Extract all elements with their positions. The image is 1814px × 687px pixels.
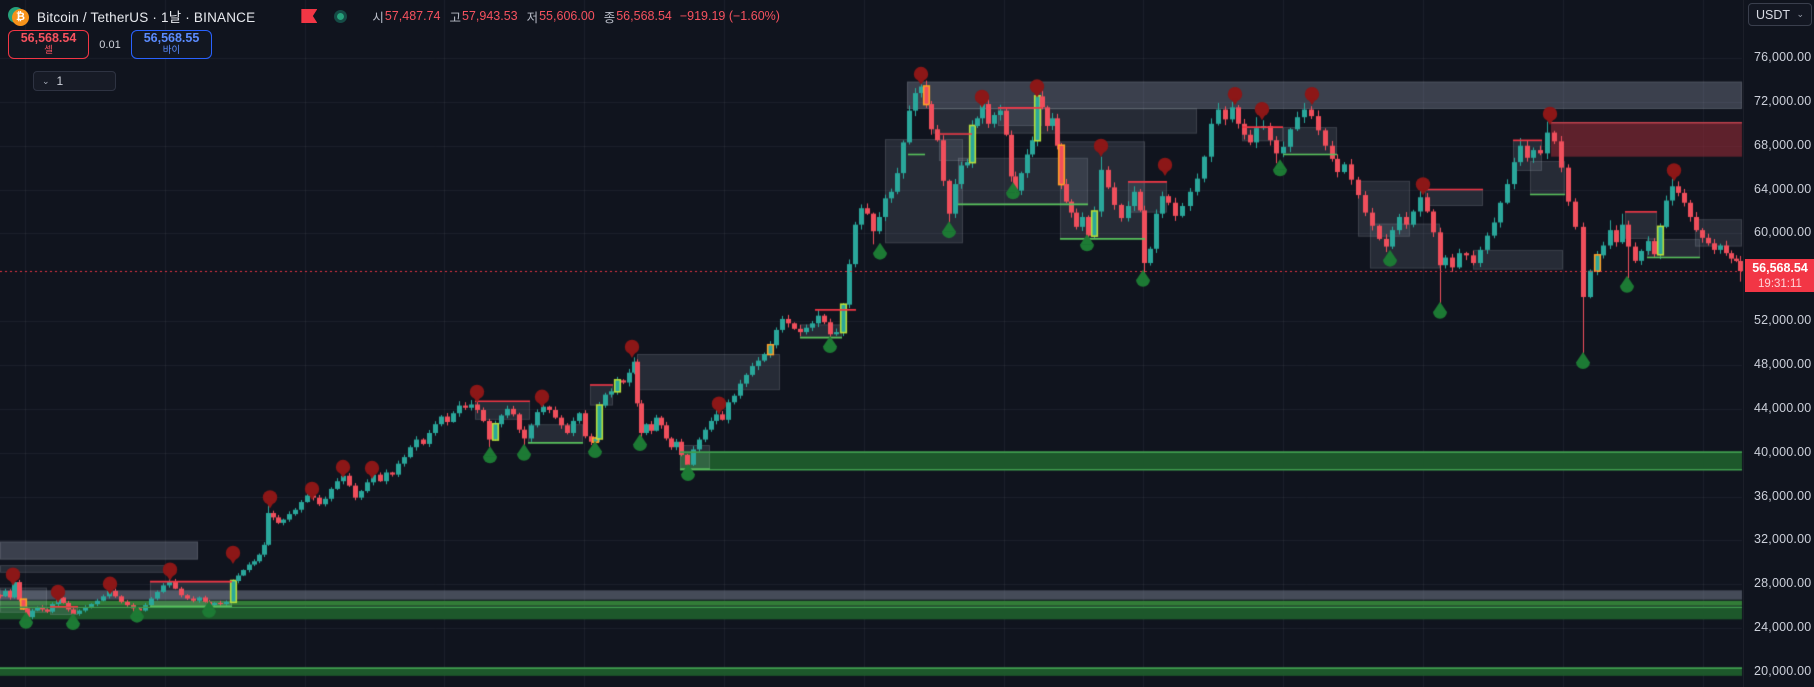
currency-dropdown[interactable]: USDT ⌄ — [1748, 3, 1812, 26]
bar-countdown: 19:31:11 — [1758, 277, 1802, 290]
chart-legend: ₿ Bitcoin / TetherUS · 1날 · BINANCE 시 57,… — [8, 5, 780, 27]
axis-tick-label: 36,000.00 — [1754, 488, 1812, 503]
high-value: 57,943.53 — [461, 9, 518, 23]
sell-button[interactable]: 56,568.54 셀 — [8, 30, 89, 59]
bitcoin-logo-icon: ₿ — [12, 8, 29, 26]
axis-tick-label: 64,000.00 — [1754, 181, 1812, 196]
currency-label: USDT — [1756, 7, 1791, 22]
price-axis[interactable]: USDT ⌄ 76,000.00 72,000.00 68,000.00 64,000… — [1743, 0, 1814, 687]
axis-tick-label: 60,000.00 — [1754, 225, 1812, 240]
current-price-value: 56,568.54 — [1752, 261, 1808, 276]
open-label: 시 — [372, 10, 384, 25]
low-label: 저 — [526, 10, 539, 25]
market-status-icon[interactable] — [334, 9, 348, 23]
spread-value: 0.01 — [99, 38, 121, 51]
axis-tick-label: 72,000.00 — [1754, 93, 1812, 108]
symbol-logo: ₿ — [8, 6, 30, 26]
sell-price: 56,568.54 — [20, 31, 77, 46]
axis-tick-label: 28,000.00 — [1754, 576, 1812, 591]
axis-tick-label: 32,000.00 — [1754, 532, 1812, 547]
axis-tick-label: 24,000.00 — [1754, 620, 1812, 635]
low-value: 55,606.00 — [539, 9, 595, 23]
buy-button[interactable]: 56,568.55 바이 — [131, 30, 212, 59]
chevron-down-icon: ⌄ — [1796, 9, 1804, 19]
interval-dropdown[interactable]: ⌄ 1 — [33, 71, 116, 91]
chevron-down-icon: ⌄ — [42, 75, 50, 86]
close-label: 종 — [603, 10, 616, 25]
high-label: 고 — [449, 10, 461, 25]
axis-tick-label: 44,000.00 — [1754, 400, 1812, 415]
current-price-tag: 56,568.54 19:31:11 — [1745, 259, 1814, 293]
axis-tick-label: 68,000.00 — [1754, 137, 1812, 152]
axis-tick-label: 20,000.00 — [1754, 664, 1812, 678]
symbol-title[interactable]: Bitcoin / TetherUS · 1날 · BINANCE — [37, 10, 256, 25]
change-value: −919.19 (−1.60%) — [679, 9, 780, 23]
interval-label: 1 — [56, 74, 64, 88]
axis-tick-label: 76,000.00 — [1754, 50, 1812, 64]
axis-tick-label: 48,000.00 — [1754, 357, 1812, 371]
close-value: 56,568.54 — [616, 9, 672, 23]
trade-widget: 56,568.54 셀 0.01 56,568.55 바이 — [8, 30, 212, 59]
flag-icon[interactable] — [301, 9, 318, 23]
open-value: 57,487.74 — [384, 9, 441, 23]
sell-label: 셀 — [44, 45, 53, 57]
axis-tick-label: 40,000.00 — [1754, 444, 1812, 459]
buy-price: 56,568.55 — [143, 31, 200, 46]
ohlc-values: 시 57,487.74 고 57,943.53 저 55,606.00 종 56,568… — [363, 7, 780, 26]
axis-tick-label: 52,000.00 — [1754, 313, 1812, 328]
buy-label: 바이 — [162, 45, 181, 57]
